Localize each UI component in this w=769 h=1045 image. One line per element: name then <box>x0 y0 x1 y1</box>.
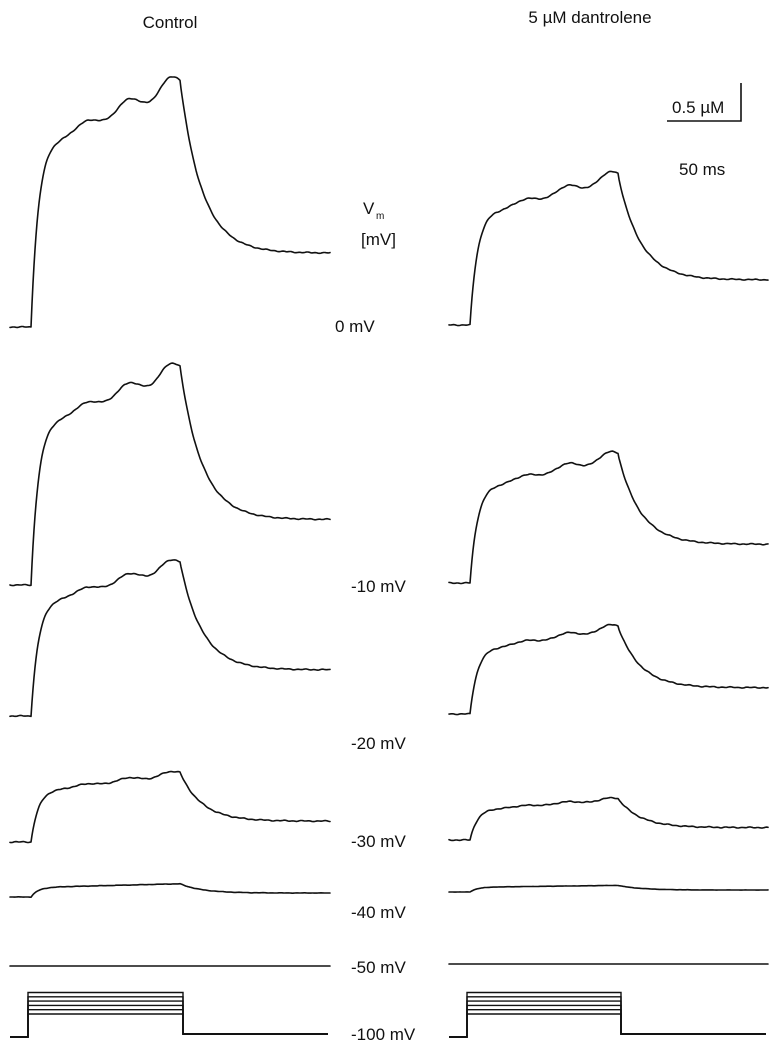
dantrolene-pulse-step <box>449 996 766 1038</box>
dantrolene-trace <box>448 450 769 585</box>
control-trace <box>9 362 331 587</box>
control-trace <box>9 76 331 329</box>
dantrolene-trace <box>448 170 769 327</box>
control-pulse-step <box>10 996 328 1038</box>
holding-label: -100 mV <box>351 1025 416 1044</box>
voltage-protocol <box>10 991 766 1038</box>
voltage-label: 0 mV <box>335 317 375 336</box>
scale-bar <box>667 83 742 122</box>
control-pulse-step <box>10 991 328 1038</box>
panel-title-dantrolene: 5 µM dantrolene <box>528 8 651 27</box>
panel-title-control: Control <box>143 13 198 32</box>
control-trace <box>9 559 331 718</box>
traces <box>9 76 769 967</box>
scale-bar-x-label: 50 ms <box>679 160 725 179</box>
vm-unit: [mV] <box>361 230 396 249</box>
control-trace <box>9 770 331 844</box>
voltage-label: -10 mV <box>351 577 406 596</box>
vm-symbol: V <box>363 199 375 218</box>
dantrolene-trace <box>448 796 769 842</box>
dantrolene-trace <box>448 623 769 716</box>
voltage-label: -30 mV <box>351 832 406 851</box>
control-trace <box>9 882 331 898</box>
voltage-label: -20 mV <box>351 734 406 753</box>
dantrolene-trace <box>448 884 769 893</box>
control-pulse-step <box>10 1000 328 1038</box>
scale-bar-y-label: 0.5 µM <box>672 98 724 117</box>
dantrolene-pulse-step <box>449 991 766 1038</box>
dantrolene-pulse-step <box>449 1000 766 1038</box>
voltage-label: -50 mV <box>351 958 406 977</box>
vm-subscript: m <box>376 211 384 222</box>
voltage-label: -40 mV <box>351 903 406 922</box>
